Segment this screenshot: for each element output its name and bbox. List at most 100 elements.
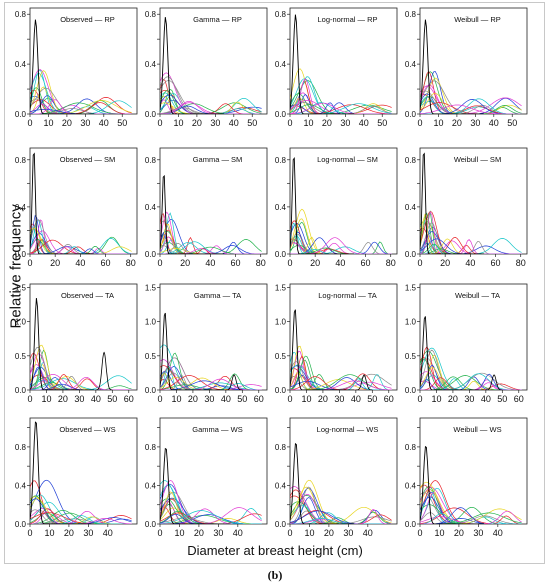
y-tick-label: 0.5 bbox=[275, 352, 287, 361]
series-line bbox=[160, 504, 262, 524]
series-line bbox=[290, 103, 392, 114]
series-line bbox=[290, 365, 392, 390]
panel-title: Log-normal — RP bbox=[317, 15, 377, 24]
series-line bbox=[30, 86, 132, 114]
series-line bbox=[30, 512, 132, 524]
y-tick-label: 0.0 bbox=[145, 110, 157, 119]
plot-box bbox=[29, 283, 138, 391]
series-line bbox=[290, 222, 392, 254]
series-line bbox=[30, 100, 132, 114]
series-line bbox=[420, 380, 522, 390]
series-line bbox=[290, 242, 392, 254]
y-tick-label: 0.4 bbox=[275, 60, 287, 69]
series-line bbox=[30, 375, 132, 390]
y-tick-label: 0.4 bbox=[145, 60, 157, 69]
series-line bbox=[485, 374, 503, 390]
panel-title: Observed — WS bbox=[59, 425, 115, 434]
series-line bbox=[30, 87, 132, 114]
x-tick-label: 0 bbox=[157, 258, 162, 268]
series-line bbox=[290, 93, 392, 114]
y-tick-label: 1.0 bbox=[15, 318, 27, 327]
series-line bbox=[160, 212, 262, 254]
series-line bbox=[30, 361, 132, 390]
x-tick-label: 20 bbox=[454, 528, 464, 538]
series-line bbox=[160, 513, 262, 524]
x-tick-label: 0 bbox=[287, 528, 292, 538]
series-line bbox=[30, 236, 132, 254]
series-line bbox=[160, 497, 262, 524]
series-line bbox=[420, 380, 522, 390]
series-line bbox=[30, 512, 132, 524]
plot-box bbox=[289, 283, 398, 391]
x-tick-label: 60 bbox=[254, 394, 264, 404]
series-line bbox=[420, 383, 522, 390]
series-line bbox=[160, 248, 262, 254]
series-line bbox=[420, 238, 522, 254]
series-line bbox=[290, 106, 392, 114]
panel-title: Weibull — SM bbox=[454, 155, 501, 164]
panel-title: Log-normal — TA bbox=[318, 291, 377, 300]
series-line bbox=[30, 228, 132, 254]
series-line bbox=[290, 511, 392, 524]
series-line bbox=[290, 486, 392, 524]
series-line bbox=[420, 372, 522, 390]
series-line bbox=[420, 77, 522, 114]
series-line bbox=[30, 510, 132, 524]
x-tick-label: 30 bbox=[340, 118, 350, 128]
x-tick-label: 0 bbox=[27, 258, 32, 268]
series-line bbox=[160, 218, 262, 254]
series-line bbox=[160, 484, 262, 524]
series-line bbox=[160, 352, 262, 390]
series-line bbox=[290, 517, 392, 524]
y-tick-label: 0.0 bbox=[405, 386, 417, 395]
x-tick-label: 50 bbox=[497, 394, 507, 404]
series-line bbox=[420, 364, 522, 390]
x-tick-label: 10 bbox=[303, 118, 313, 128]
series-line bbox=[160, 517, 262, 524]
y-tick-label: 0.8 bbox=[145, 10, 157, 19]
x-tick-label: 40 bbox=[229, 118, 239, 128]
x-tick-label: 50 bbox=[377, 118, 387, 128]
series-line bbox=[290, 442, 355, 524]
y-tick-label: 0.0 bbox=[275, 520, 287, 529]
series-line bbox=[30, 99, 132, 114]
series-line bbox=[290, 249, 392, 254]
series-line bbox=[290, 247, 392, 254]
series-line bbox=[30, 95, 132, 114]
series-line bbox=[420, 349, 522, 390]
series-line bbox=[160, 384, 262, 390]
x-tick-label: 10 bbox=[41, 394, 51, 404]
y-tick-label: 0.8 bbox=[275, 156, 287, 165]
series-line bbox=[30, 344, 132, 390]
y-tick-label: 0.0 bbox=[145, 386, 157, 395]
series-line bbox=[420, 375, 522, 390]
series-line bbox=[290, 502, 392, 524]
series-line bbox=[290, 236, 392, 254]
series-line bbox=[420, 96, 522, 114]
series-line bbox=[30, 219, 132, 254]
series-line bbox=[160, 359, 262, 390]
series-line bbox=[420, 104, 522, 114]
y-tick-label: 1.0 bbox=[405, 318, 417, 327]
series-line bbox=[420, 355, 522, 390]
series-line bbox=[420, 248, 522, 254]
x-axis-label: Diameter at breast height (cm) bbox=[187, 543, 363, 558]
series-line bbox=[160, 80, 262, 114]
series-line bbox=[30, 99, 132, 114]
y-tick-label: 0.4 bbox=[405, 481, 417, 490]
x-tick-label: 50 bbox=[107, 394, 117, 404]
series-line bbox=[160, 375, 262, 390]
series-line bbox=[420, 507, 522, 524]
x-tick-label: 10 bbox=[171, 394, 181, 404]
series-line bbox=[420, 504, 522, 524]
series-group bbox=[290, 442, 392, 524]
y-tick-label: 1.5 bbox=[145, 283, 157, 292]
y-tick-label: 0.5 bbox=[405, 352, 417, 361]
x-tick-label: 30 bbox=[213, 528, 223, 538]
series-group bbox=[30, 19, 132, 114]
series-line bbox=[160, 447, 225, 524]
series-line bbox=[290, 242, 392, 254]
y-tick-label: 0.4 bbox=[405, 60, 417, 69]
series-line bbox=[160, 99, 262, 114]
series-line bbox=[420, 238, 522, 254]
